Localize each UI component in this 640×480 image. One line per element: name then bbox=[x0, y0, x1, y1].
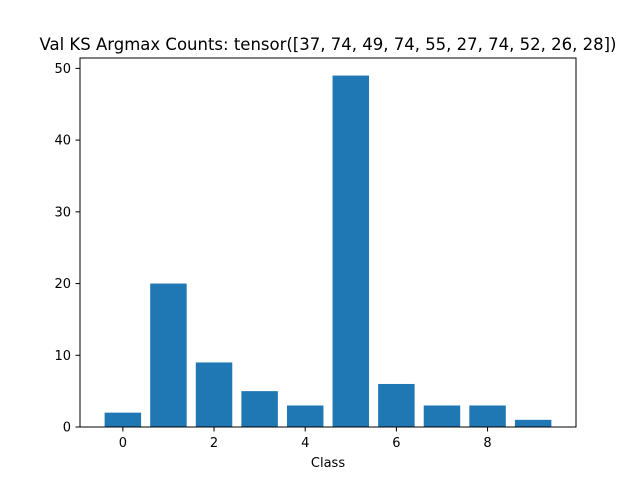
y-tick-label: 50 bbox=[54, 62, 71, 77]
x-axis-label: Class bbox=[311, 456, 345, 471]
bar-class-3 bbox=[241, 391, 278, 427]
x-tick-label: 6 bbox=[392, 436, 400, 451]
y-tick-label: 30 bbox=[54, 205, 71, 220]
y-tick-label: 40 bbox=[54, 134, 71, 149]
x-tick-label: 2 bbox=[210, 436, 218, 451]
bar-class-0 bbox=[104, 412, 142, 427]
bar-class-1 bbox=[150, 283, 187, 427]
axes-layer: 0 2 4 6 8 0 10 20 30 40 50 bbox=[54, 57, 577, 451]
bar-class-2 bbox=[195, 362, 233, 427]
x-tick-label: 4 bbox=[301, 436, 309, 451]
bar-class-6 bbox=[378, 383, 415, 427]
bars-layer bbox=[104, 75, 552, 428]
y-tick-label: 10 bbox=[54, 349, 71, 364]
y-tick-label: 0 bbox=[63, 421, 71, 436]
chart-title: Val KS Argmax Counts: tensor([37, 74, 49… bbox=[39, 35, 616, 54]
bar-class-7 bbox=[423, 405, 461, 427]
bar-class-8 bbox=[469, 405, 506, 427]
plot-frame bbox=[79, 57, 577, 428]
y-tick-label: 20 bbox=[54, 277, 71, 292]
x-tick-label: 0 bbox=[119, 436, 127, 451]
bar-class-9 bbox=[514, 419, 552, 427]
x-tick-label: 8 bbox=[483, 436, 491, 451]
bar-class-5 bbox=[332, 75, 370, 428]
bar-class-4 bbox=[286, 405, 324, 427]
